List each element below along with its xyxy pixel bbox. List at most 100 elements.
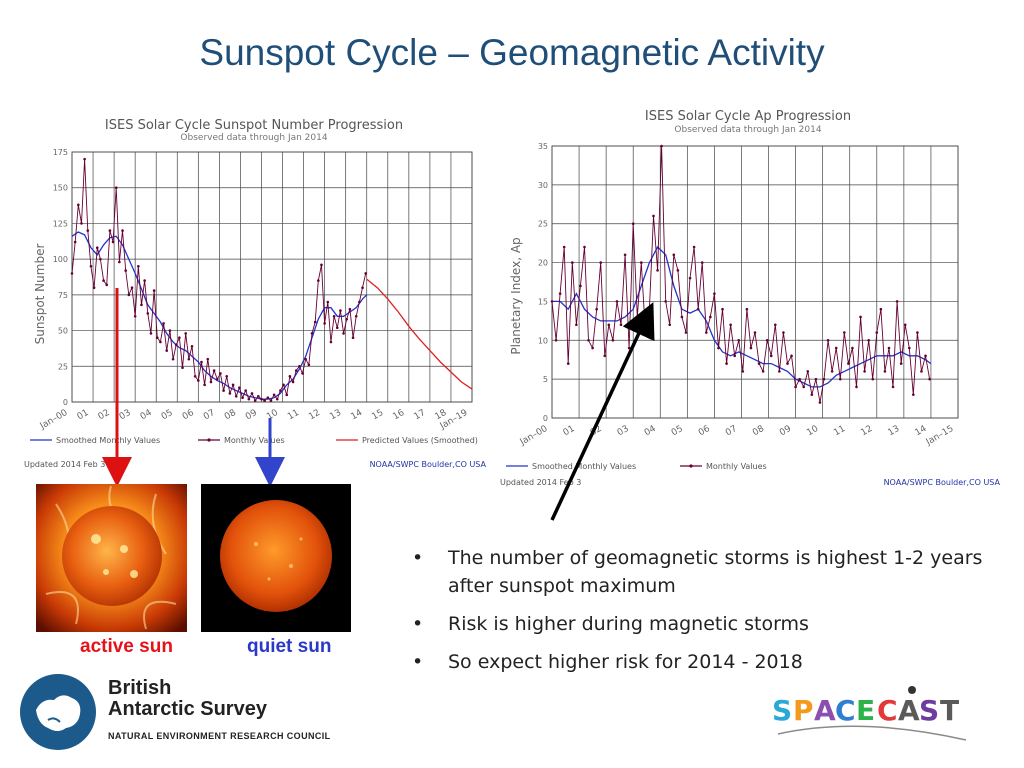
monthly-point xyxy=(656,269,659,272)
y-tick-label: 25 xyxy=(538,220,548,229)
monthly-point xyxy=(234,394,238,398)
monthly-point xyxy=(631,222,635,226)
monthly-point xyxy=(737,338,741,342)
svg-text:S: S xyxy=(919,694,939,727)
x-tick-label: 02 xyxy=(589,424,604,438)
monthly-point xyxy=(181,366,184,370)
monthly-point xyxy=(753,331,757,334)
monthly-point xyxy=(883,370,887,373)
monthly-point xyxy=(225,374,229,378)
monthly-point xyxy=(118,260,121,264)
monthly-point xyxy=(627,346,631,350)
chart-title: ISES Solar Cycle Sunspot Number Progress… xyxy=(105,118,403,133)
monthly-point xyxy=(155,336,159,340)
x-tick-label: 10 xyxy=(265,408,280,423)
chart-subtitle: Observed data through Jan 2014 xyxy=(180,133,327,143)
monthly-point xyxy=(806,370,810,373)
monthly-point xyxy=(550,300,554,303)
legend-label: Smoothed Monthly Values xyxy=(56,436,160,445)
monthly-point xyxy=(238,386,241,390)
monthly-point xyxy=(137,264,140,268)
monthly-point xyxy=(830,370,834,373)
monthly-point xyxy=(298,364,301,368)
monthly-point xyxy=(607,323,611,327)
monthly-point xyxy=(826,338,830,342)
monthly-point xyxy=(272,393,276,397)
monthly-point xyxy=(209,380,213,384)
monthly-point xyxy=(822,377,826,381)
monthly-point xyxy=(193,374,197,378)
monthly-point xyxy=(253,399,257,402)
monthly-point xyxy=(725,362,728,365)
monthly-point xyxy=(345,317,349,321)
x-tick-label: Jan–00 xyxy=(518,424,550,448)
monthly-point xyxy=(765,338,769,342)
monthly-point xyxy=(285,393,289,397)
bullet-item: • Risk is higher during magnetic storms xyxy=(412,610,1012,638)
monthly-point xyxy=(838,377,842,381)
monthly-point xyxy=(554,338,558,342)
bullet-text: Risk is higher during magnetic storms xyxy=(448,613,809,635)
monthly-point xyxy=(704,331,708,334)
monthly-point xyxy=(364,272,367,275)
monthly-point xyxy=(920,370,923,373)
monthly-point xyxy=(769,354,773,358)
monthly-point xyxy=(887,346,891,350)
monthly-point xyxy=(358,300,361,304)
monthly-point xyxy=(871,377,875,381)
monthly-point xyxy=(648,307,651,311)
bas-logo-icon xyxy=(20,674,96,750)
monthly-point xyxy=(301,372,304,375)
monthly-point xyxy=(228,392,232,395)
monthly-point xyxy=(206,357,210,361)
monthly-point xyxy=(928,377,931,381)
monthly-point xyxy=(260,397,263,401)
monthly-point xyxy=(335,326,339,330)
monthly-point xyxy=(623,253,627,257)
sunspot-chart: ISES Solar Cycle Sunspot Number Progress… xyxy=(24,118,487,469)
monthly-point xyxy=(668,323,672,327)
monthly-point xyxy=(688,276,692,280)
monthly-point xyxy=(361,286,364,290)
monthly-point xyxy=(717,346,720,350)
monthly-point xyxy=(184,332,187,335)
monthly-point xyxy=(818,401,822,404)
monthly-point xyxy=(73,240,77,244)
monthly-point xyxy=(282,383,285,387)
monthly-point xyxy=(171,357,175,361)
footer-source: NOAA/SWPC Boulder,CO USA xyxy=(884,478,1001,487)
monthly-point xyxy=(619,323,623,327)
x-tick-label: 09 xyxy=(778,424,793,439)
monthly-point xyxy=(152,289,156,292)
x-tick-label: 11 xyxy=(286,408,301,422)
monthly-point xyxy=(733,354,736,358)
monthly-point xyxy=(348,307,352,311)
bas-name-line1: British xyxy=(108,677,172,699)
monthly-point xyxy=(583,245,586,249)
active-sun-caption: active sun xyxy=(80,636,173,657)
monthly-point xyxy=(92,286,96,290)
x-tick-label: 12 xyxy=(307,408,322,422)
monthly-point xyxy=(143,279,146,282)
monthly-point xyxy=(611,338,615,342)
monthly-point xyxy=(244,389,247,392)
x-tick-label: 10 xyxy=(805,424,820,439)
monthly-point xyxy=(562,245,566,249)
x-tick-label: 04 xyxy=(139,408,154,423)
monthly-point xyxy=(83,157,86,161)
monthly-point xyxy=(847,362,850,365)
y-tick-label: 75 xyxy=(58,291,68,300)
bullet-item: • The number of geomagnetic storms is hig… xyxy=(412,544,1012,600)
monthly-point xyxy=(127,293,131,297)
y-tick-label: 25 xyxy=(58,362,68,371)
monthly-point xyxy=(875,331,879,334)
x-tick-label: 02 xyxy=(97,408,112,422)
monthly-point xyxy=(709,315,712,319)
x-tick-label: 09 xyxy=(244,408,259,423)
x-tick-label: 11 xyxy=(832,424,847,438)
monthly-point xyxy=(310,332,314,335)
y-tick-label: 35 xyxy=(538,142,548,151)
monthly-point xyxy=(684,331,688,334)
monthly-point xyxy=(794,385,797,389)
bullet-icon: • xyxy=(412,547,424,569)
